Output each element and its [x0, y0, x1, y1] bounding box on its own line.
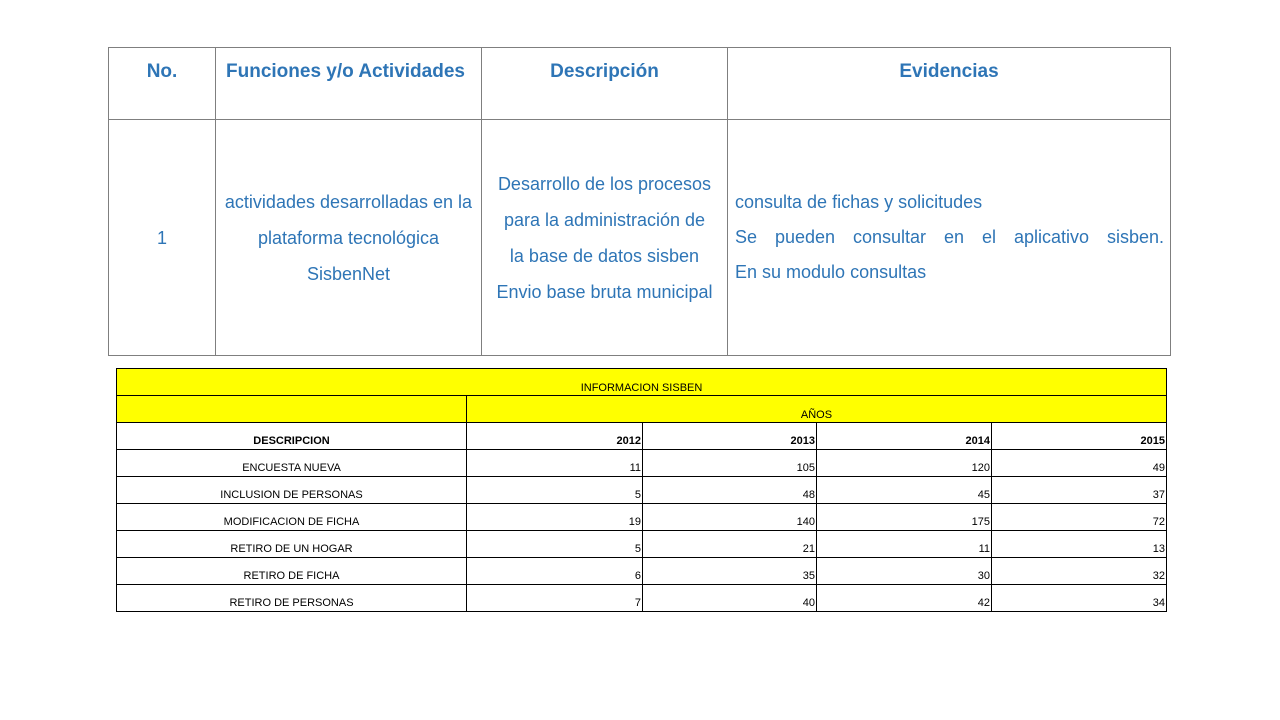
cell-value: 32: [990, 557, 1168, 585]
cell-value: 140: [642, 503, 817, 531]
year-header: 2013: [642, 422, 817, 450]
cell-value: 30: [816, 557, 992, 585]
row-label: INCLUSION DE PERSONAS: [116, 476, 467, 504]
cell-value: 35: [642, 557, 817, 585]
row-description: Desarrollo de los procesos para la admin…: [481, 119, 728, 356]
sisben-years-row: AÑOS: [116, 395, 1168, 423]
row-label: RETIRO DE FICHA: [116, 557, 467, 585]
header-no: No.: [108, 47, 216, 120]
cell-value: 11: [466, 449, 643, 477]
cell-value: 37: [990, 476, 1168, 504]
cell-value: 6: [466, 557, 643, 585]
table-row: MODIFICACION DE FICHA 19 140 175 72: [116, 503, 1168, 531]
evidence-line-3: En su modulo consultas: [735, 262, 927, 282]
cell-value: 5: [466, 476, 643, 504]
row-label: ENCUESTA NUEVA: [116, 449, 467, 477]
cell-value: 120: [816, 449, 992, 477]
row-number: 1: [108, 119, 216, 356]
table-row: ENCUESTA NUEVA 11 105 120 49: [116, 449, 1168, 477]
description-header: DESCRIPCION: [116, 422, 467, 450]
table-row: RETIRO DE FICHA 6 35 30 32: [116, 557, 1168, 585]
header-evidence: Evidencias: [727, 47, 1171, 120]
header-functions: Funciones y/o Actividades: [215, 47, 482, 120]
cell-value: 42: [816, 584, 992, 612]
sisben-years-blank: [116, 395, 467, 423]
activities-row: 1 actividades desarrolladas en la plataf…: [108, 119, 1171, 356]
year-header: 2014: [816, 422, 992, 450]
cell-value: 72: [990, 503, 1168, 531]
cell-value: 19: [466, 503, 643, 531]
table-row: INCLUSION DE PERSONAS 5 48 45 37: [116, 476, 1168, 504]
sisben-years-label: AÑOS: [465, 395, 1168, 423]
cell-value: 45: [816, 476, 992, 504]
cell-value: 21: [642, 530, 817, 558]
cell-value: 175: [816, 503, 992, 531]
row-function: actividades desarrolladas en la platafor…: [215, 119, 482, 356]
cell-value: 40: [642, 584, 817, 612]
evidence-line-2: Se pueden consultar en el aplicativo sis…: [735, 227, 1164, 247]
evidence-line-1: consulta de fichas y solicitudes: [735, 192, 983, 212]
sisben-header-row: DESCRIPCION 2012 2013 2014 2015: [116, 422, 1168, 450]
row-label: MODIFICACION DE FICHA: [116, 503, 467, 531]
cell-value: 49: [990, 449, 1168, 477]
table-row: RETIRO DE UN HOGAR 5 21 11 13: [116, 530, 1168, 558]
cell-value: 48: [642, 476, 817, 504]
year-header: 2015: [990, 422, 1168, 450]
year-header: 2012: [466, 422, 643, 450]
cell-value: 7: [466, 584, 643, 612]
activities-header-row: No. Funciones y/o Actividades Descripció…: [108, 47, 1171, 120]
activities-table: No. Funciones y/o Actividades Descripció…: [108, 47, 1171, 356]
cell-value: 5: [466, 530, 643, 558]
cell-value: 13: [990, 530, 1168, 558]
row-label: RETIRO DE PERSONAS: [116, 584, 467, 612]
cell-value: 105: [642, 449, 817, 477]
sisben-title: INFORMACION SISBEN: [115, 368, 1168, 396]
sisben-info-table: INFORMACION SISBEN AÑOS DESCRIPCION 2012…: [115, 368, 1168, 612]
sisben-title-row: INFORMACION SISBEN: [115, 368, 1168, 396]
cell-value: 11: [816, 530, 992, 558]
table-row: RETIRO DE PERSONAS 7 40 42 34: [116, 584, 1168, 612]
row-label: RETIRO DE UN HOGAR: [116, 530, 467, 558]
row-evidence: consulta de fichas y solicitudes Se pued…: [727, 119, 1171, 356]
cell-value: 34: [990, 584, 1168, 612]
header-description: Descripción: [481, 47, 728, 120]
